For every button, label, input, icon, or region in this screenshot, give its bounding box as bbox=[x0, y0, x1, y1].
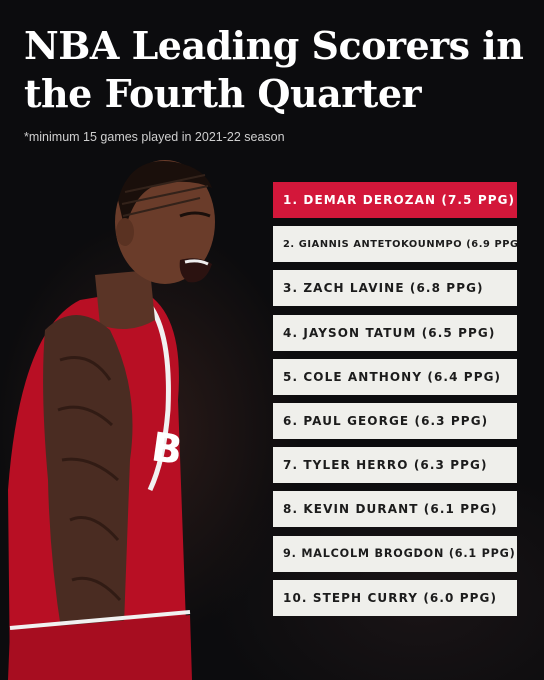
leader-item-1: 1. DEMAR DEROZAN (7.5 PPG) bbox=[273, 182, 517, 218]
leader-item-6: 6. PAUL GEORGE (6.3 PPG) bbox=[273, 402, 517, 439]
player-photo: B bbox=[8, 160, 215, 680]
neck bbox=[95, 270, 155, 329]
leader-item-3: 3. ZACH LAVINE (6.8 PPG) bbox=[273, 270, 517, 307]
mouth bbox=[179, 258, 212, 283]
page-title: NBA Leading Scorers in the Fourth Quarte… bbox=[24, 23, 524, 116]
shorts bbox=[8, 615, 192, 680]
jersey-trim bbox=[138, 293, 171, 492]
leader-item-9: 9. MALCOLM BROGDON (6.1 PPG) bbox=[273, 535, 517, 572]
leader-item-4: 4. JAYSON TATUM (6.5 PPG) bbox=[273, 314, 517, 351]
leaders-list: 1. DEMAR DEROZAN (7.5 PPG) 2. GIANNIS AN… bbox=[273, 182, 517, 624]
leader-item-7: 7. TYLER HERRO (6.3 PPG) bbox=[273, 447, 517, 484]
leader-item-2: 2. GIANNIS ANTETOKOUNMPO (6.9 PPG) bbox=[273, 226, 517, 263]
leader-item-5: 5. COLE ANTHONY (6.4 PPG) bbox=[273, 358, 517, 395]
subtitle: *minimum 15 games played in 2021-22 seas… bbox=[24, 130, 285, 144]
leader-item-8: 8. KEVIN DURANT (6.1 PPG) bbox=[273, 491, 517, 528]
leader-item-10: 10. STEPH CURRY (6.0 PPG) bbox=[273, 579, 517, 616]
jersey-letter: B bbox=[149, 424, 186, 474]
